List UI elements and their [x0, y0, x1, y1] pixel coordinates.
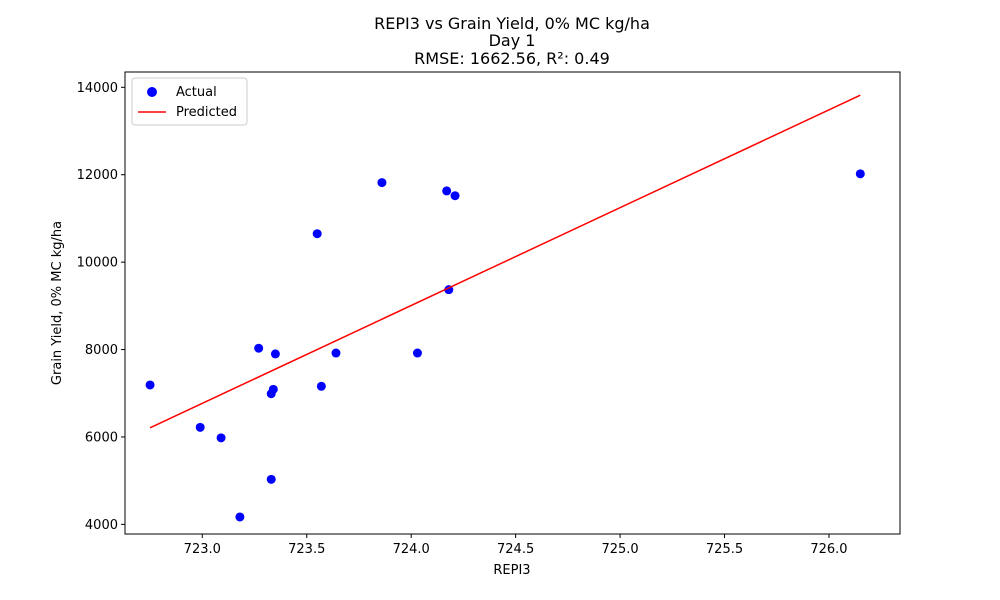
y-tick-label-2: 6000 — [85, 430, 118, 445]
x-tick-label-5: 725.0 — [601, 542, 638, 557]
plot-frame — [124, 71, 901, 535]
legend-marker-actual — [147, 87, 157, 97]
data-point-13 — [377, 178, 387, 188]
data-point-18 — [855, 169, 865, 179]
data-point-11 — [316, 381, 326, 391]
title-line-3: RMSE: 1662.56, R²: 0.49 — [414, 49, 610, 68]
chart-marks — [145, 94, 865, 522]
predicted-line — [149, 94, 861, 429]
legend-label-predicted: Predicted — [176, 105, 237, 120]
title-line-1: REPI3 vs Grain Yield, 0% MC kg/ha — [374, 14, 650, 33]
legend: Actual Predicted — [131, 77, 248, 126]
y-tick-label-5: 12000 — [77, 168, 118, 183]
y-tick-label-1: 4000 — [85, 518, 118, 533]
plot-area — [125, 72, 900, 534]
data-point-5 — [254, 343, 264, 353]
data-point-1 — [145, 380, 155, 390]
x-tick-label-7: 726.0 — [810, 542, 847, 557]
data-point-14 — [412, 348, 422, 358]
data-point-9 — [270, 349, 280, 359]
y-axis-label: Grain Yield, 0% MC kg/ha — [50, 221, 65, 385]
data-point-2 — [195, 422, 205, 432]
x-tick-label-6: 725.5 — [706, 542, 743, 557]
data-point-12 — [331, 348, 341, 358]
data-point-6 — [266, 474, 276, 484]
x-tick-label-3: 724.0 — [393, 542, 430, 557]
title-line-2: Day 1 — [489, 31, 536, 50]
chart-title: REPI3 vs Grain Yield, 0% MC kg/ha Day 1 … — [374, 14, 650, 68]
x-tick-label-4: 724.5 — [497, 542, 534, 557]
x-tick-label-2: 723.5 — [288, 542, 325, 557]
data-point-15 — [442, 186, 452, 196]
data-point-4 — [235, 512, 245, 522]
data-point-17 — [450, 191, 460, 201]
y-tick-label-4: 10000 — [77, 256, 118, 271]
data-point-8 — [268, 384, 278, 394]
axis-ticks: 723.0 723.5 724.0 724.5 725.0 725.5 726.0 4000 6… — [77, 81, 848, 557]
x-axis-label: REPI3 — [493, 563, 530, 578]
y-tick-label-6: 14000 — [77, 81, 118, 96]
legend-box — [131, 77, 248, 126]
y-tick-label-3: 8000 — [85, 343, 118, 358]
legend-label-actual: Actual — [176, 85, 217, 100]
x-tick-label-1: 723.0 — [184, 542, 221, 557]
data-point-10 — [312, 229, 322, 239]
data-point-3 — [216, 433, 226, 443]
